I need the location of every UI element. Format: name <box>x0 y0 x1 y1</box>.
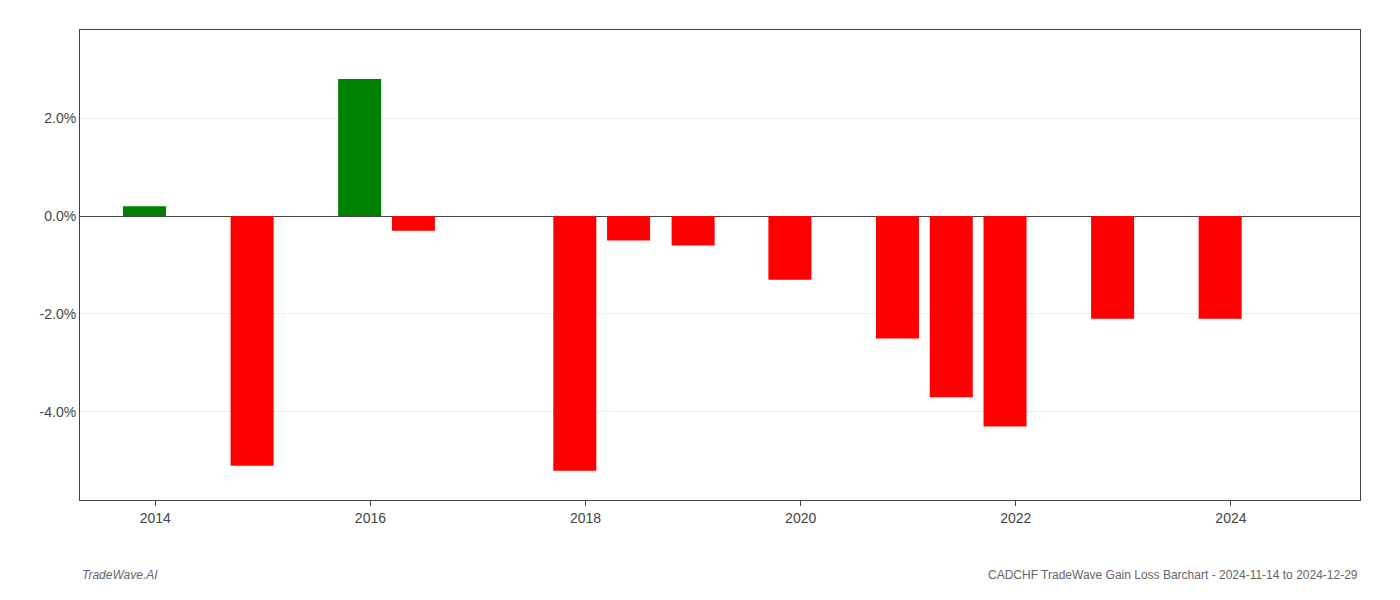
svg-text:2020: 2020 <box>785 510 816 526</box>
svg-text:2022: 2022 <box>1000 510 1031 526</box>
svg-text:-4.0%: -4.0% <box>40 404 77 420</box>
svg-text:CADCHF TradeWave Gain Loss Bar: CADCHF TradeWave Gain Loss Barchart - 20… <box>988 568 1358 582</box>
svg-text:2016: 2016 <box>355 510 386 526</box>
svg-text:-2.0%: -2.0% <box>40 306 77 322</box>
svg-text:2014: 2014 <box>140 510 171 526</box>
svg-text:0.0%: 0.0% <box>44 208 76 224</box>
svg-text:TradeWave.AI: TradeWave.AI <box>82 568 158 582</box>
svg-text:2.0%: 2.0% <box>44 110 76 126</box>
svg-text:2018: 2018 <box>570 510 601 526</box>
svg-text:2024: 2024 <box>1215 510 1246 526</box>
